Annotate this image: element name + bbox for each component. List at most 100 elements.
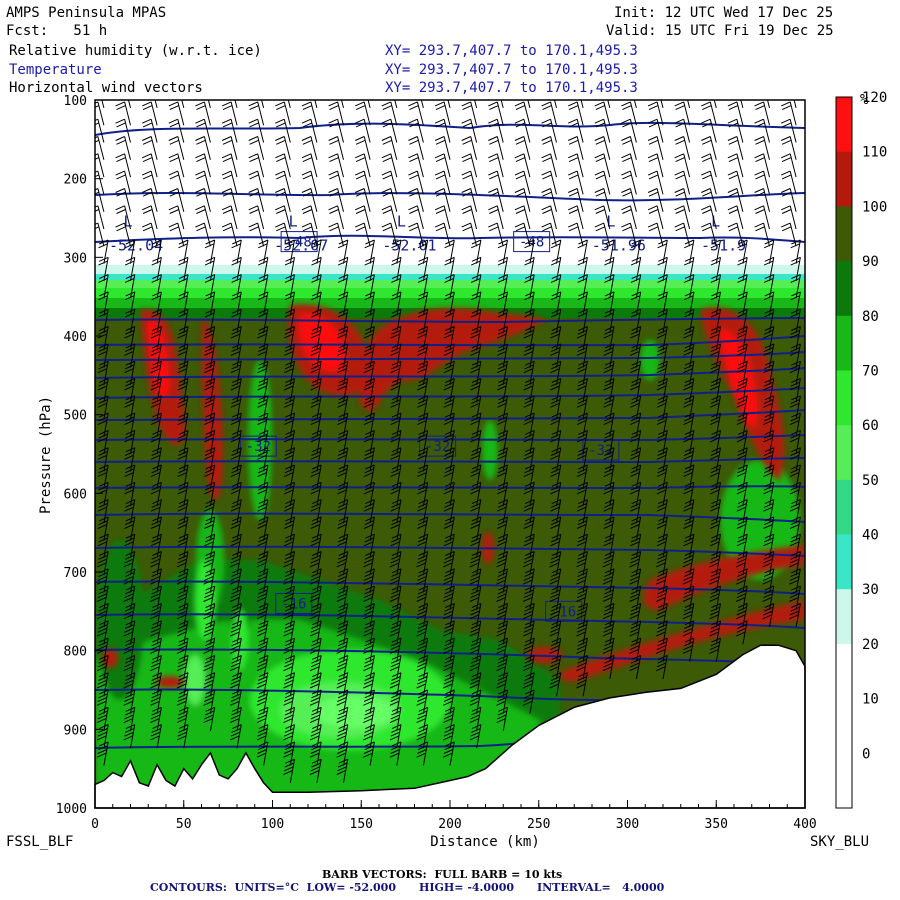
wind-barb: [736, 499, 748, 524]
wind-barb: [442, 637, 455, 662]
wind-barb: [567, 188, 584, 212]
wind-barb: [195, 118, 211, 143]
wind-barb: [337, 481, 349, 506]
wind-barb: [683, 274, 695, 299]
wind-barb: [178, 274, 189, 299]
low-value: -52.07: [274, 237, 328, 255]
wind-barb: [230, 326, 242, 351]
wind-barb: [469, 637, 482, 662]
wind-barb: [442, 568, 455, 593]
wind-barb: [257, 464, 269, 489]
wind-barb: [177, 412, 189, 437]
wind-barb: [736, 533, 748, 558]
wind-barb: [496, 343, 508, 368]
wind-barb: [790, 256, 801, 281]
wind-barb: [124, 499, 136, 524]
wind-barb: [630, 464, 642, 489]
wind-barb: [602, 568, 615, 593]
wind-barb: [683, 429, 695, 455]
wind-barb: [337, 274, 349, 299]
wind-barb: [683, 343, 695, 368]
wind-barb: [434, 153, 451, 178]
y-tick-label: 600: [64, 487, 87, 502]
wind-barb: [195, 136, 211, 160]
wind-barb: [496, 533, 508, 558]
wind-barb: [124, 481, 136, 506]
wind-barb: [363, 360, 375, 385]
wind-barb: [709, 343, 721, 368]
wind-barb: [522, 654, 535, 680]
wind-barb: [230, 395, 242, 420]
wind-barb: [789, 378, 801, 403]
wind-barb: [123, 689, 136, 714]
start-location-label: FSSL_BLF: [6, 834, 74, 850]
wind-barb: [443, 533, 455, 558]
wind-barb: [603, 395, 615, 420]
wind-barb: [763, 516, 775, 541]
wind-barb: [524, 256, 535, 281]
wind-barb: [176, 654, 189, 680]
wind-barb: [497, 256, 508, 281]
wind-barb: [97, 326, 109, 351]
wind-barb: [594, 101, 611, 126]
wind-barb: [337, 291, 349, 316]
wind-barb: [257, 516, 269, 541]
wind-barb: [364, 239, 375, 264]
wind-barb: [204, 343, 216, 368]
wind-barb: [710, 308, 721, 333]
contour-label-box: [239, 435, 277, 457]
wind-barb: [97, 533, 109, 558]
wind-barb: [257, 274, 269, 299]
wind-barb: [780, 153, 797, 178]
wind-barb: [523, 516, 535, 541]
x-tick-label: 150: [350, 817, 373, 832]
wind-barb: [523, 447, 535, 472]
wind-barb: [442, 672, 455, 697]
wind-barb: [364, 308, 375, 333]
wind-barb: [310, 499, 322, 524]
wind-barb: [469, 654, 482, 680]
wind-barb: [470, 360, 482, 385]
wind-barb: [150, 412, 162, 437]
wind-barb: [195, 153, 211, 178]
wind-barb: [629, 620, 642, 645]
colorbar-swatch: [836, 643, 852, 700]
wind-barb: [230, 464, 242, 489]
wind-barb: [417, 447, 429, 472]
wind-barb: [514, 170, 531, 195]
colorbar-label: 50: [862, 473, 879, 489]
wind-barb: [656, 412, 668, 437]
wind-barb: [283, 533, 295, 558]
wind-barb: [177, 447, 189, 472]
wind-barb: [735, 620, 748, 645]
wind-barb: [256, 706, 269, 731]
init-time: Init: 12 UTC Wed 17 Dec 25: [614, 5, 834, 21]
wind-barb: [604, 274, 615, 299]
wind-barb: [780, 136, 797, 160]
wind-barb: [311, 291, 322, 316]
wind-barb: [204, 412, 216, 437]
wind-barb: [177, 360, 189, 385]
wind-barb: [701, 188, 717, 212]
wind-barb: [469, 551, 482, 576]
wind-barb: [309, 741, 322, 766]
wind-barb: [195, 101, 211, 126]
wind-barb: [514, 101, 531, 126]
wind-barb: [682, 603, 695, 628]
wind-barb: [98, 291, 109, 316]
wind-barb: [309, 654, 322, 680]
wind-barb: [444, 256, 455, 281]
wind-barb: [514, 188, 531, 212]
wind-barb: [363, 741, 375, 766]
wind-barb: [550, 412, 562, 437]
wind-barb: [363, 689, 375, 714]
wind-barb: [151, 256, 162, 281]
wind-barb: [96, 724, 109, 749]
wind-barb: [340, 100, 344, 109]
wind-barb: [284, 256, 295, 281]
wind-barb: [151, 308, 162, 333]
wind-barb: [150, 654, 162, 680]
wind-barb: [283, 637, 295, 662]
wind-barb: [496, 603, 508, 628]
wind-barb: [178, 239, 189, 264]
